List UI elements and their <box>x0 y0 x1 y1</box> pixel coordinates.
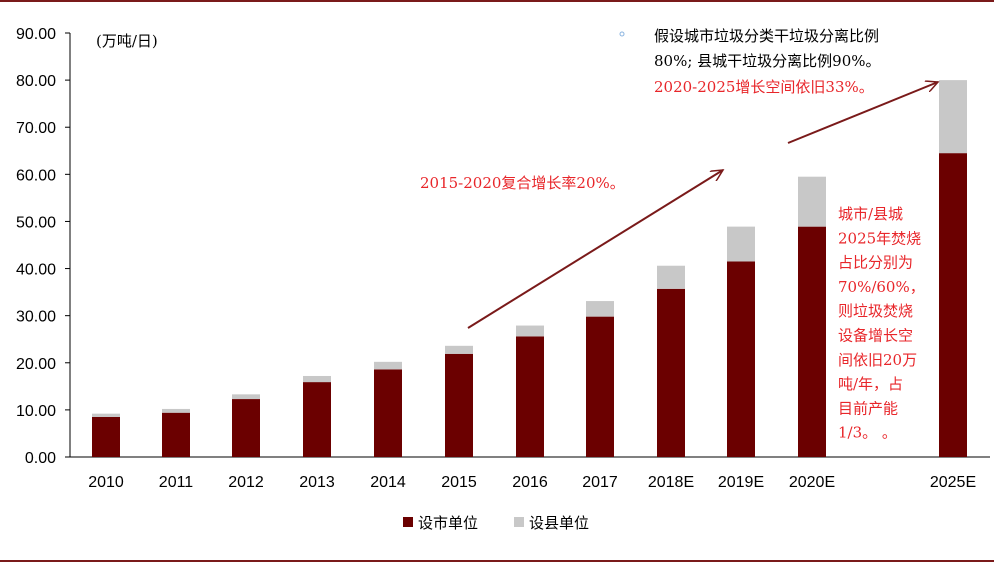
x-tick-label: 2011 <box>159 474 194 491</box>
x-tick-label: 2015 <box>441 474 477 491</box>
bar-city-2015 <box>445 353 473 457</box>
incineration-note-line: 目前产能 <box>838 399 898 417</box>
x-tick-label: 2014 <box>370 474 406 491</box>
growth-2015-2020-note: 2015-2020复合增长率20%。 <box>420 174 625 192</box>
x-tick-label: 2025E <box>930 474 976 491</box>
y-axis: 0.00 10.00 20.00 30.00 40.00 50.00 60.00 70.00 8… <box>16 26 70 467</box>
bar-county-2015 <box>445 345 473 354</box>
incineration-note-line: 占比分别为 <box>838 254 913 272</box>
bar-city-2016 <box>516 336 544 457</box>
legend-label-city: 设市单位 <box>418 514 478 532</box>
note-bullet-icon <box>619 31 625 37</box>
x-tick-label: 2016 <box>512 474 548 491</box>
y-tick-label: 90.00 <box>16 26 56 43</box>
y-tick-label: 60.00 <box>16 167 56 184</box>
bar-county-2016 <box>516 325 544 337</box>
bar-city-2025E <box>939 153 967 457</box>
bar-county-2018E <box>657 265 685 289</box>
incineration-note-line: 吨/年，占 <box>838 375 903 393</box>
bar-city-2012 <box>232 399 260 457</box>
incineration-note-line: 则垃圾焚烧 <box>838 302 913 320</box>
bar-county-2011 <box>162 408 190 413</box>
x-tick-label: 2017 <box>582 474 618 491</box>
growth-2025-note: 2020-2025增长空间依旧33%。 <box>654 78 874 96</box>
x-tick-label: 2018E <box>648 474 694 491</box>
incineration-note-line: 2025年焚烧 <box>838 229 921 247</box>
incineration-note-line: 70%/60%， <box>838 278 925 296</box>
bar-city-2014 <box>374 369 402 457</box>
y-tick-label: 20.00 <box>16 356 56 373</box>
unit-label: (万吨/日) <box>96 32 158 50</box>
y-tick-label: 0.00 <box>25 450 56 467</box>
x-tick-label: 2012 <box>228 474 264 491</box>
legend-label-county: 设县单位 <box>529 514 589 532</box>
bar-county-2025E <box>939 80 967 154</box>
y-tick-label: 30.00 <box>16 309 56 326</box>
x-tick-label: 2019E <box>718 474 764 491</box>
x-tick-label: 2010 <box>88 474 124 491</box>
incineration-note-line: 设备增长空 <box>838 327 913 345</box>
x-axis-tick-labels: 2010 2011 2012 2013 2014 2015 2016 2017 2018E 201… <box>88 474 976 491</box>
bar-county-2017 <box>586 301 614 317</box>
y-tick-label: 40.00 <box>16 262 56 279</box>
y-tick-label: 80.00 <box>16 73 56 90</box>
note-top-line-1: 假设城市垃圾分类干垃圾分离比例 <box>654 27 879 45</box>
bar-county-2010 <box>92 413 120 417</box>
legend: 设市单位 设县单位 <box>403 514 589 532</box>
bar-county-2014 <box>374 361 402 370</box>
growth-arrow-2020-2025 <box>787 82 938 144</box>
bar-county-2020E <box>798 176 826 227</box>
bar-county-2013 <box>303 375 331 383</box>
x-tick-label: 2020E <box>789 474 835 491</box>
bar-city-2013 <box>303 382 331 457</box>
legend-swatch-county <box>514 517 524 527</box>
growth-arrow-2015-2020 <box>467 170 723 329</box>
y-tick-label: 70.00 <box>16 120 56 137</box>
incineration-note-line: 城市/县城 <box>838 205 903 223</box>
bar-county-2012 <box>232 394 260 400</box>
y-tick-label: 50.00 <box>16 214 56 231</box>
bar-city-2018E <box>657 288 685 457</box>
incineration-note-line: 间依旧20万 <box>838 351 917 369</box>
bar-city-2011 <box>162 412 190 457</box>
bar-city-2020E <box>798 226 826 457</box>
bar-city-2019E <box>727 261 755 457</box>
bar-city-2017 <box>586 316 614 457</box>
legend-swatch-city <box>403 517 413 527</box>
x-tick-label: 2013 <box>299 474 335 491</box>
incineration-note-line: 1/3。 。 <box>838 424 897 442</box>
bars <box>92 80 967 457</box>
bar-county-2019E <box>727 226 755 262</box>
y-tick-label: 10.00 <box>16 403 56 420</box>
bar-city-2010 <box>92 416 120 457</box>
note-top-line-2: 80%; 县城干垃圾分离比例90%。 <box>654 52 881 70</box>
